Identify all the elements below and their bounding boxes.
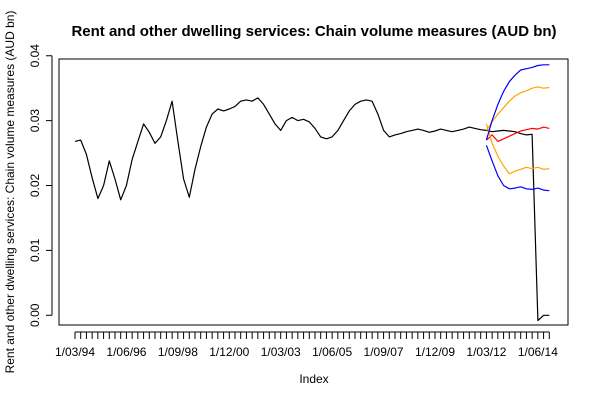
y-tick-label: 0.02	[28, 174, 42, 198]
series-line-4	[485, 86, 550, 131]
y-axis: 0.00 0.01 0.02 0.03 0.04	[28, 44, 53, 327]
series-line-6	[485, 64, 550, 141]
x-tick-label: 1/12/00	[209, 345, 249, 359]
x-tick-label: 1/03/12	[466, 345, 506, 359]
x-axis: 1/03/94 1/06/96 1/09/98 1/12/00 1/03/03 1/06/…	[55, 331, 558, 359]
x-tick-label: 1/12/09	[415, 345, 455, 359]
y-axis-label: Rent and other dwelling services: Chain …	[3, 11, 17, 374]
x-axis-label: Index	[299, 372, 328, 386]
y-tick-label: 0.04	[28, 44, 42, 68]
series-line-1	[74, 97, 550, 322]
series-layer	[74, 64, 550, 322]
series-line-2	[485, 126, 550, 142]
y-tick-label: 0.03	[28, 109, 42, 133]
x-tick-label: 1/09/07	[364, 345, 404, 359]
series-line-3	[485, 123, 550, 175]
y-tick-label: 0.01	[28, 238, 42, 262]
x-tick-label: 1/03/03	[261, 345, 301, 359]
plot-frame	[58, 58, 569, 326]
y-tick-label: 0.00	[28, 303, 42, 327]
chart-title: Rent and other dwelling services: Chain …	[71, 23, 556, 40]
x-tick-label: 1/09/98	[158, 345, 198, 359]
x-tick-label: 1/06/05	[312, 345, 352, 359]
series-line-5	[485, 145, 550, 192]
x-tick-label: 1/03/94	[55, 345, 95, 359]
x-tick-label: 1/06/96	[106, 345, 146, 359]
x-tick-label: 1/06/14	[518, 345, 558, 359]
